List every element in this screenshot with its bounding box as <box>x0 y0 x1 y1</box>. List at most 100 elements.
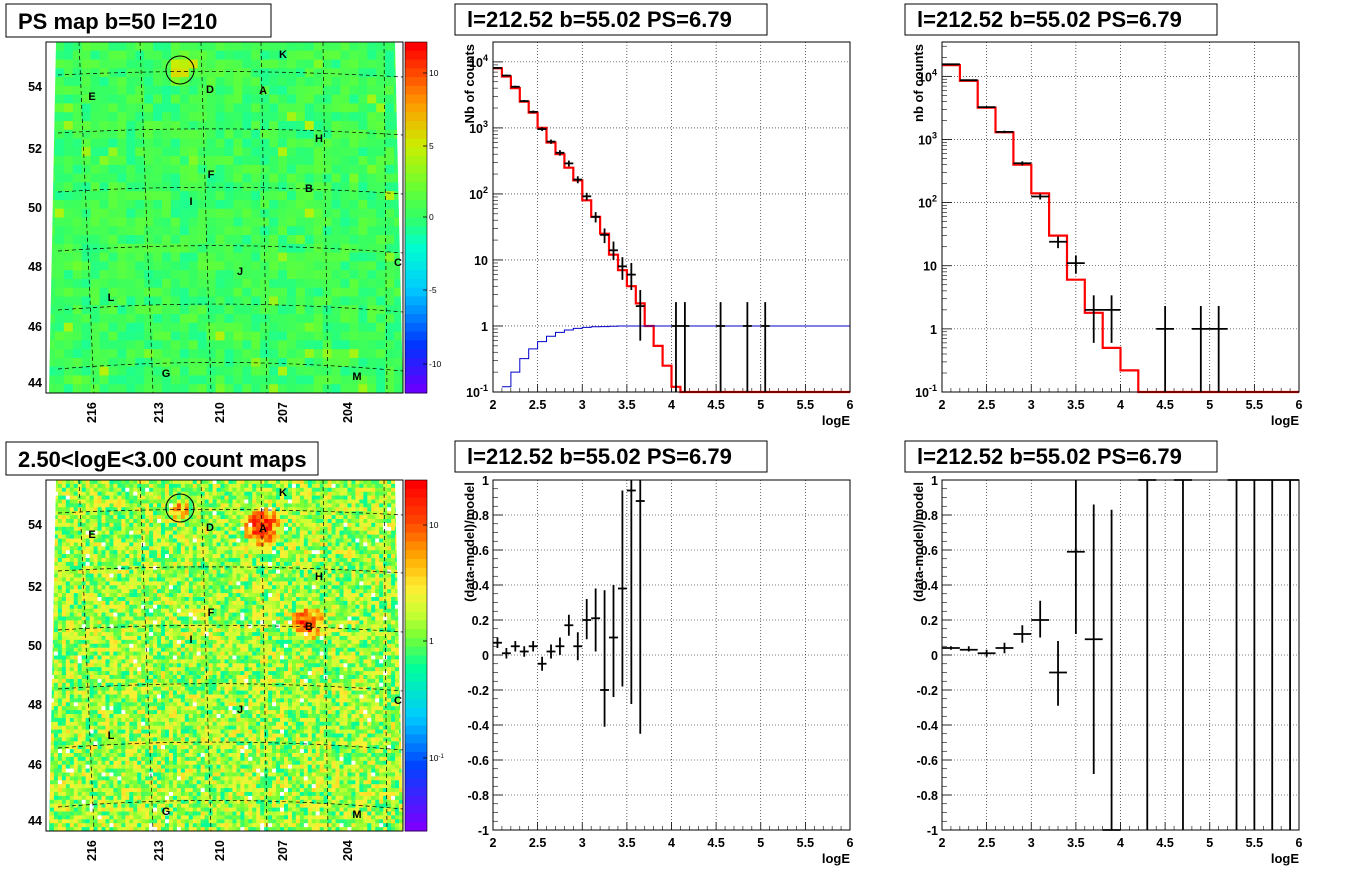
data-point <box>1049 236 1067 249</box>
lon-tick: 216 <box>85 402 99 423</box>
data-point <box>501 648 511 659</box>
data-point <box>573 176 583 184</box>
top-map-frame <box>45 41 404 394</box>
plot-frame <box>941 41 1300 393</box>
data-point <box>582 192 592 201</box>
lon-tick: 207 <box>276 840 290 861</box>
data-point <box>1066 480 1085 634</box>
y-tick-label: 10-1 <box>915 383 937 400</box>
colorbar-tick: 10 <box>429 68 439 78</box>
data-point <box>537 127 547 131</box>
colorbar-tick: 1 <box>429 636 434 646</box>
source-marker-d: D <box>206 84 214 96</box>
data-point <box>995 642 1014 654</box>
bottom-selected-source-circle <box>165 493 195 523</box>
y-tick-label: 103 <box>469 119 488 136</box>
y-tick-label: 1 <box>930 323 937 337</box>
x-tick-label: 4 <box>1117 398 1124 412</box>
x-tick-label: 5 <box>757 836 764 850</box>
data-point <box>716 302 726 392</box>
chart-title-box <box>454 440 768 473</box>
lon-tick: 216 <box>85 840 99 861</box>
x-tick-label: 4.5 <box>1156 398 1173 412</box>
data-point <box>617 490 627 687</box>
source-marker-l: L <box>108 730 115 742</box>
data-point <box>501 74 511 77</box>
y-tick-label: 104 <box>918 67 937 84</box>
x-tick-label: 5 <box>757 398 764 412</box>
data-point <box>635 290 645 341</box>
data-point <box>546 139 556 144</box>
y-tick-label: 0.8 <box>472 509 489 523</box>
plot-frame <box>941 479 1300 831</box>
data-point <box>519 99 529 103</box>
x-tick-label: 6 <box>1296 836 1303 850</box>
y-axis-label: Nb of counts <box>462 44 477 123</box>
data-point <box>555 150 565 156</box>
data-point <box>680 302 690 392</box>
data-point <box>942 63 960 66</box>
lat-tick: 50 <box>28 201 42 215</box>
top-map-title-box <box>5 3 272 38</box>
source-marker-k: K <box>279 49 287 61</box>
lon-tick: 204 <box>341 840 355 861</box>
y-tick-label: 0.6 <box>472 544 489 558</box>
chart-panel-2: 2 2.5 3 3.5 4 4.5 5 5.5 6 10-1 1 10 102 103 104 logE nb … <box>904 3 1303 428</box>
top-colorbar: 10 5 0 -5 -10 <box>404 41 442 394</box>
data-points <box>942 479 1299 831</box>
data-point <box>1031 193 1050 200</box>
bottom-map-frame <box>45 479 404 832</box>
top-map-title: PS map b=50 l=210 <box>18 9 217 34</box>
data-point <box>742 302 752 392</box>
bottom-map-pixels <box>46 480 404 832</box>
y-tick-label: 0.2 <box>472 614 489 628</box>
top-map-pixels <box>46 42 404 394</box>
lon-tick: 210 <box>213 402 227 423</box>
lat-tick: 48 <box>28 698 42 712</box>
data-point <box>591 212 601 223</box>
lat-tick: 46 <box>28 320 42 334</box>
x-tick-label: 6 <box>847 398 854 412</box>
y-tick-label: 1 <box>482 474 489 488</box>
y-tick-label: 0.4 <box>472 579 489 593</box>
data-point <box>510 85 520 88</box>
y-tick-label: -0.8 <box>467 789 489 803</box>
chart-title: l=212.52 b=55.02 PS=6.79 <box>467 444 732 469</box>
source-marker-a: A <box>259 85 267 97</box>
colorbar-tick: 5 <box>429 141 434 151</box>
y-tick-label: -0.8 <box>916 789 938 803</box>
x-tick-label: 5.5 <box>797 398 814 412</box>
data-point <box>635 480 645 734</box>
data-point <box>626 480 636 704</box>
source-marker-j: J <box>237 266 243 278</box>
lon-tick: 204 <box>341 402 355 423</box>
data-point <box>617 257 627 280</box>
x-tick-label: 6 <box>1296 398 1303 412</box>
source-marker-l: L <box>108 292 115 304</box>
lat-tick: 54 <box>28 518 42 532</box>
data-point <box>528 641 538 652</box>
colorbar-tick: -5 <box>429 285 437 295</box>
data-point <box>942 646 960 650</box>
x-tick-label: 4.5 <box>707 398 724 412</box>
bottom-map-title: 2.50<logE<3.00 count maps <box>18 447 307 472</box>
data-point <box>760 302 770 392</box>
chart-title-box <box>904 3 1218 36</box>
data-point <box>582 599 592 640</box>
data-point <box>1066 255 1085 274</box>
data-point <box>1013 161 1032 166</box>
colorbar-tick: 10-1 <box>429 753 444 763</box>
y-tick-label: 0.8 <box>921 509 938 523</box>
x-tick-label: 3.5 <box>1067 398 1084 412</box>
source-marker-g: G <box>162 368 171 380</box>
chart-title-box <box>454 3 768 36</box>
y-tick-label: 1 <box>481 320 488 334</box>
source-marker-c: C <box>394 257 402 269</box>
x-tick-label: 4 <box>668 836 675 850</box>
data-point <box>959 79 978 82</box>
y-tick-label: 10-1 <box>466 383 488 400</box>
data-point <box>564 614 574 636</box>
plot-frame <box>492 41 851 393</box>
source-marker-b: B <box>305 621 313 633</box>
